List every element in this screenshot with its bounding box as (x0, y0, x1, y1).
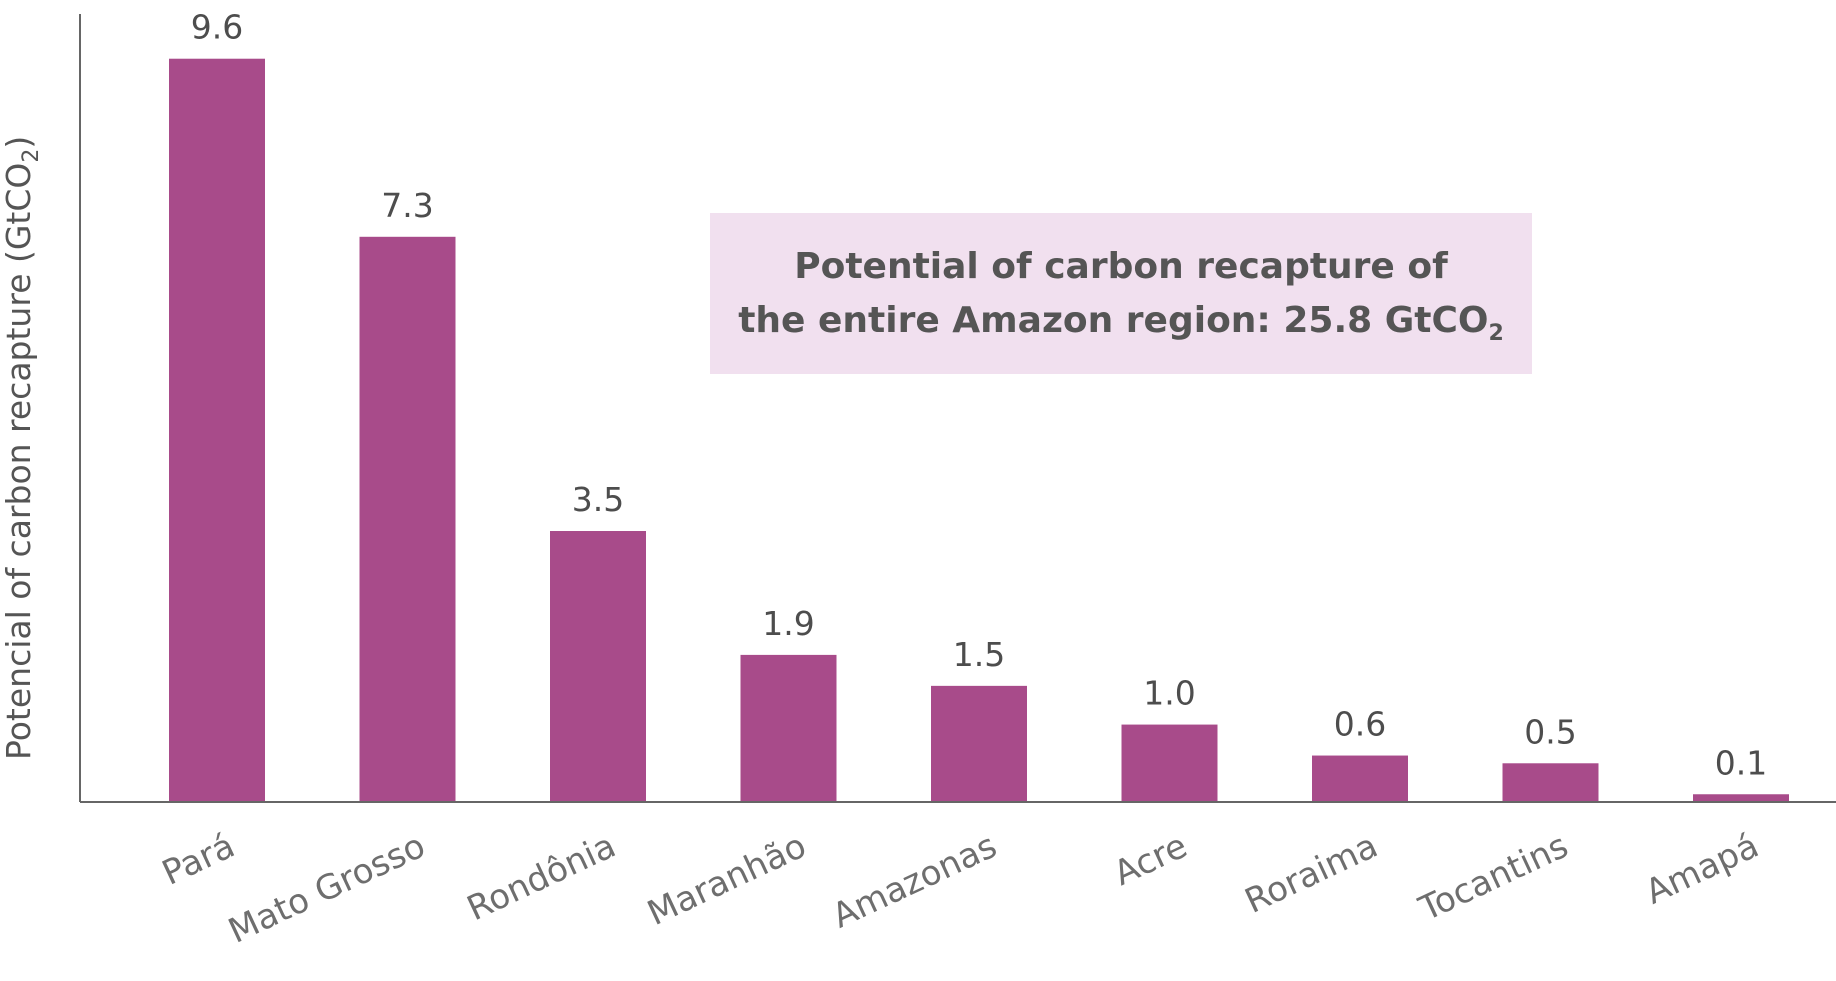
annotation-line-2-text: the entire Amazon region: 25.8 GtCO (738, 299, 1489, 341)
bars-group (169, 58, 1789, 802)
bar-acre (1121, 724, 1218, 802)
x-tick-label-rondonia: Rondônia (461, 826, 622, 929)
annotation-line-2-subscript: 2 (1488, 320, 1504, 346)
x-tick-label-acre: Acre (1108, 826, 1193, 894)
x-tick-label-maranhao: Maranhão (642, 826, 813, 934)
value-label-para: 9.6 (191, 8, 243, 47)
x-tick-label-roraima: Roraima (1239, 826, 1384, 922)
bar-amapa (1693, 794, 1789, 802)
y-axis-label-main: Potencial of carbon recapture (GtCO (0, 163, 38, 760)
total-annotation-box: Potential of carbon recapture of the ent… (710, 213, 1532, 374)
bar-roraima (1312, 755, 1408, 802)
y-axis-label-close: ) (0, 136, 38, 149)
value-label-amazonas: 1.5 (953, 635, 1005, 674)
bar-para (169, 58, 265, 802)
y-axis-label: Potencial of carbon recapture (GtCO2) (0, 136, 44, 760)
x-tick-label-amazonas: Amazonas (826, 826, 1002, 937)
value-label-mato-grosso: 7.3 (381, 186, 433, 225)
value-label-acre: 1.0 (1143, 674, 1195, 713)
bar-amazonas (931, 685, 1027, 802)
bar-tocantins (1502, 763, 1599, 802)
value-labels-group: 9.6 7.3 3.5 1.9 1.5 1.0 0.6 0.5 0.1 (191, 8, 1767, 783)
annotation-line-1: Potential of carbon recapture of (794, 245, 1448, 287)
value-label-roraima: 0.6 (1334, 705, 1386, 744)
x-tick-label-tocantins: Tocantins (1412, 826, 1574, 930)
bar-rondonia (550, 531, 646, 802)
value-label-maranhao: 1.9 (762, 604, 814, 643)
annotation-line-2: the entire Amazon region: 25.8 GtCO2 (738, 294, 1504, 348)
value-label-tocantins: 0.5 (1524, 712, 1576, 751)
x-tick-label-mato-grosso: Mato Grosso (223, 826, 432, 952)
x-tick-label-para: Pará (156, 826, 241, 894)
value-label-rondonia: 3.5 (572, 480, 624, 519)
bar-mato-grosso (359, 236, 456, 802)
value-label-amapa: 0.1 (1715, 743, 1767, 782)
bar-maranhao (740, 654, 837, 802)
x-tick-label-amapa: Amapá (1639, 826, 1764, 913)
y-axis-label-subscript: 2 (19, 149, 44, 163)
